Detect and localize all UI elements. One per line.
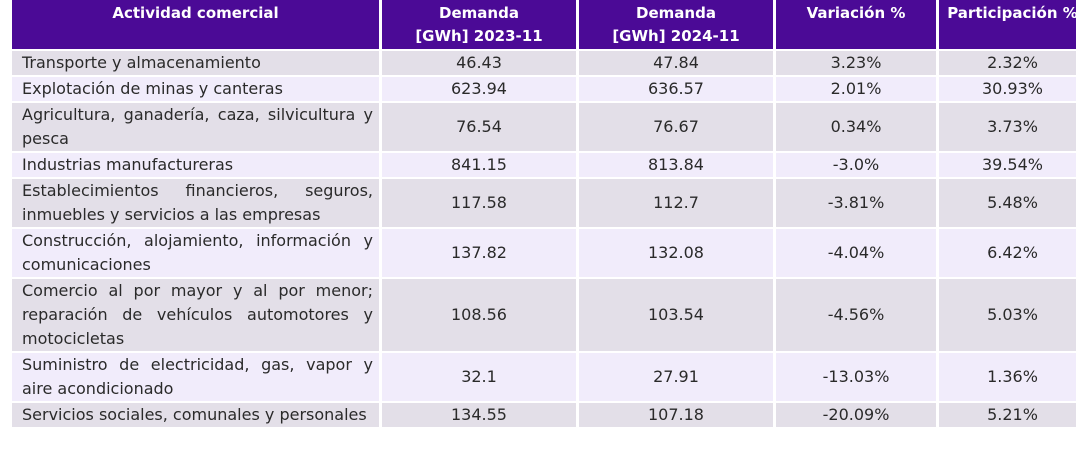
table-row: Construcción, alojamiento, información y…: [12, 227, 1076, 277]
cell-participacion: 5.03%: [939, 277, 1076, 351]
table-header-row: Actividad comercial Demanda [GWh] 2023-1…: [12, 0, 1076, 49]
table-row: Agricultura, ganadería, caza, silvicultu…: [12, 101, 1076, 151]
cell-variacion: -3.0%: [776, 151, 936, 177]
table-row: Suministro de electricidad, gas, vapor y…: [12, 351, 1076, 401]
cell-variacion: -13.03%: [776, 351, 936, 401]
cell-variacion: -3.81%: [776, 177, 936, 227]
cell-participacion: 1.36%: [939, 351, 1076, 401]
cell-variacion: 0.34%: [776, 101, 936, 151]
cell-variacion: -4.04%: [776, 227, 936, 277]
cell-demanda-2023: 108.56: [382, 277, 576, 351]
cell-actividad: Explotación de minas y canteras: [12, 75, 379, 101]
cell-demanda-2024: 132.08: [579, 227, 773, 277]
cell-demanda-2023: 76.54: [382, 101, 576, 151]
cell-variacion: 2.01%: [776, 75, 936, 101]
cell-demanda-2023: 32.1: [382, 351, 576, 401]
cell-demanda-2024: 112.7: [579, 177, 773, 227]
cell-demanda-2024: 27.91: [579, 351, 773, 401]
demand-table-container: Actividad comercial Demanda [GWh] 2023-1…: [12, 0, 1076, 427]
cell-variacion: 3.23%: [776, 49, 936, 75]
header-demanda-2024: Demanda [GWh] 2024-11: [579, 0, 773, 49]
cell-participacion: 6.42%: [939, 227, 1076, 277]
cell-variacion: -4.56%: [776, 277, 936, 351]
header-participacion: Participación %: [939, 0, 1076, 49]
table-row: Comercio al por mayor y al por menor; re…: [12, 277, 1076, 351]
cell-actividad: Construcción, alojamiento, información y…: [12, 227, 379, 277]
table-row: Transporte y almacenamiento 46.43 47.84 …: [12, 49, 1076, 75]
cell-actividad: Suministro de electricidad, gas, vapor y…: [12, 351, 379, 401]
cell-participacion: 30.93%: [939, 75, 1076, 101]
cell-actividad: Establecimientos financieros, seguros, i…: [12, 177, 379, 227]
cell-demanda-2024: 107.18: [579, 401, 773, 427]
cell-demanda-2023: 117.58: [382, 177, 576, 227]
cell-demanda-2024: 47.84: [579, 49, 773, 75]
cell-demanda-2023: 134.55: [382, 401, 576, 427]
cell-participacion: 5.21%: [939, 401, 1076, 427]
cell-demanda-2023: 623.94: [382, 75, 576, 101]
cell-actividad: Agricultura, ganadería, caza, silvicultu…: [12, 101, 379, 151]
cell-demanda-2024: 76.67: [579, 101, 773, 151]
cell-demanda-2024: 813.84: [579, 151, 773, 177]
cell-demanda-2023: 841.15: [382, 151, 576, 177]
cell-actividad: Comercio al por mayor y al por menor; re…: [12, 277, 379, 351]
cell-demanda-2024: 636.57: [579, 75, 773, 101]
cell-demanda-2024: 103.54: [579, 277, 773, 351]
table-row: Servicios sociales, comunales y personal…: [12, 401, 1076, 427]
header-variacion: Variación %: [776, 0, 936, 49]
cell-participacion: 3.73%: [939, 101, 1076, 151]
cell-participacion: 39.54%: [939, 151, 1076, 177]
cell-actividad: Transporte y almacenamiento: [12, 49, 379, 75]
table-row: Explotación de minas y canteras 623.94 6…: [12, 75, 1076, 101]
cell-variacion: -20.09%: [776, 401, 936, 427]
header-demanda-2023: Demanda [GWh] 2023-11: [382, 0, 576, 49]
cell-participacion: 2.32%: [939, 49, 1076, 75]
cell-actividad: Industrias manufactureras: [12, 151, 379, 177]
table-row: Establecimientos financieros, seguros, i…: [12, 177, 1076, 227]
cell-participacion: 5.48%: [939, 177, 1076, 227]
cell-demanda-2023: 137.82: [382, 227, 576, 277]
cell-demanda-2023: 46.43: [382, 49, 576, 75]
table-row: Industrias manufactureras 841.15 813.84 …: [12, 151, 1076, 177]
cell-actividad: Servicios sociales, comunales y personal…: [12, 401, 379, 427]
header-actividad: Actividad comercial: [12, 0, 379, 49]
demand-by-activity-table: Actividad comercial Demanda [GWh] 2023-1…: [9, 0, 1076, 427]
